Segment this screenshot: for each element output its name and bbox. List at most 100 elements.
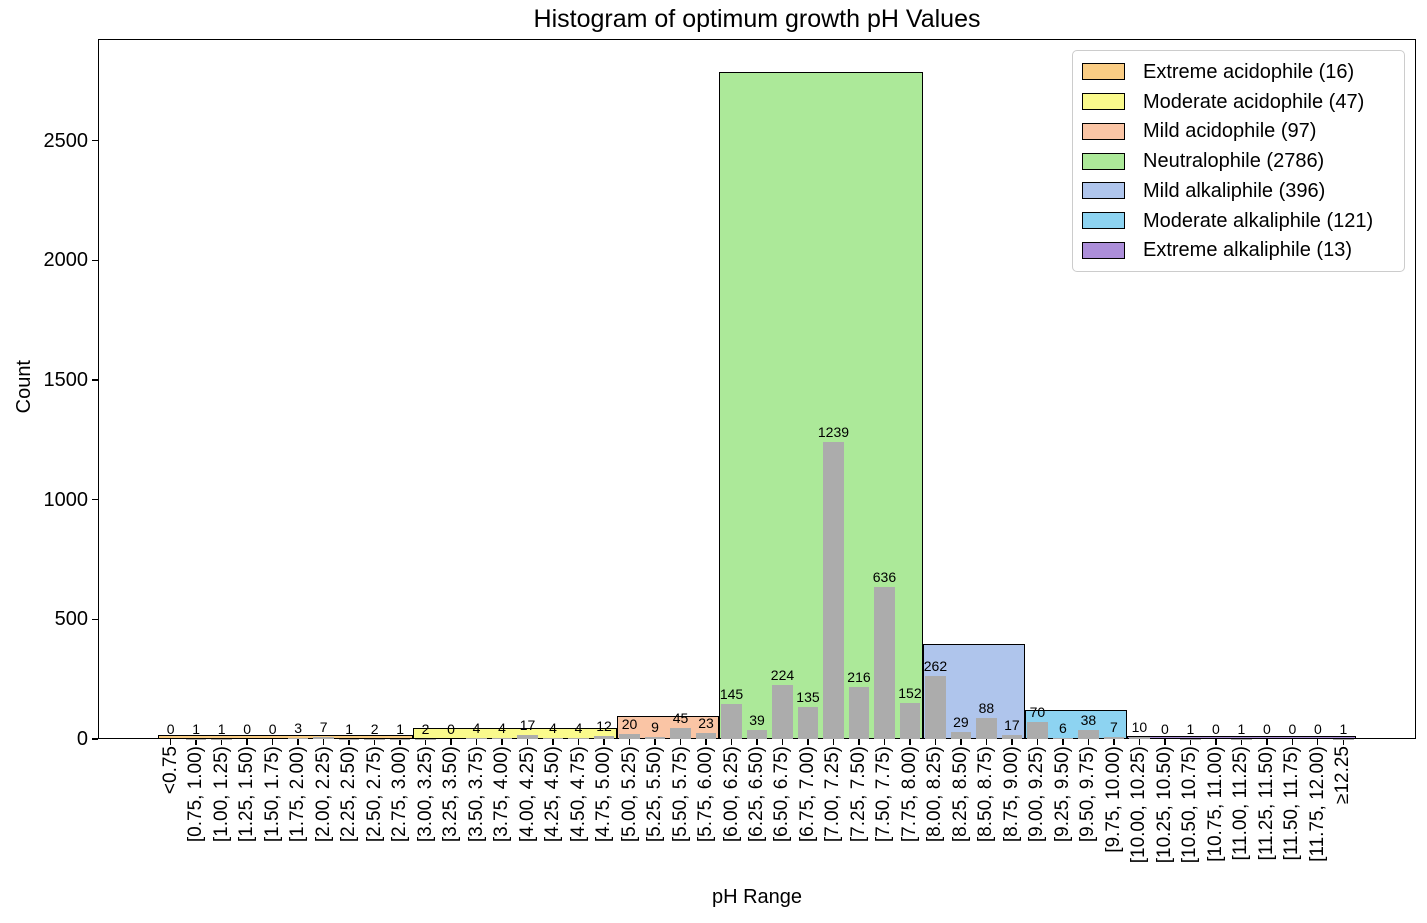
histogram-bar <box>593 736 615 739</box>
bar-value-label: 0 <box>243 721 252 737</box>
x-tick-label: [4.50, 4.75) <box>567 746 589 843</box>
bar-value-label: 1 <box>1237 720 1246 737</box>
legend-label: Extreme alkaliphile (13) <box>1143 239 1352 262</box>
legend-label: Neutralophile (2786) <box>1143 150 1325 172</box>
bar-value-label: 636 <box>872 568 897 585</box>
histogram-bar <box>1129 736 1150 739</box>
x-tick <box>1138 739 1141 745</box>
x-tick-label: [9.50, 9.75) <box>1077 746 1099 843</box>
bar-value-label: 1 <box>345 720 353 737</box>
x-tick-label: <0.75 <box>159 746 181 795</box>
legend-row: Moderate alkaliphile (121) <box>1073 209 1404 233</box>
x-tick-label: [11.00, 11.25) <box>1230 746 1252 861</box>
legend-label: Mild acidophile (97) <box>1143 120 1317 143</box>
bar-value-label: 45 <box>672 710 689 727</box>
bar-value-label: 0 <box>1160 721 1169 737</box>
bar-value-label: 9 <box>651 718 659 735</box>
bar-value-label: 216 <box>847 669 871 686</box>
histogram-bar <box>670 728 691 739</box>
histogram-bar <box>313 737 334 739</box>
y-tick <box>92 499 98 501</box>
x-tick-label: [7.75, 8.00) <box>898 746 920 843</box>
x-tick <box>424 739 427 745</box>
x-tick-label: [10.25, 10.50) <box>1153 746 1175 864</box>
x-tick <box>730 739 733 745</box>
histogram-bar <box>568 738 589 739</box>
legend-swatch <box>1082 152 1125 170</box>
histogram-bar <box>976 717 997 739</box>
category-region <box>157 735 413 739</box>
histogram-bar <box>899 702 921 739</box>
bar-value-label: 20 <box>621 716 638 733</box>
bar-value-label: 23 <box>698 715 714 732</box>
histogram-bar <box>772 685 793 739</box>
y-tick <box>92 618 98 620</box>
x-tick <box>705 739 707 745</box>
x-tick <box>1317 739 1319 745</box>
histogram-bar <box>848 687 870 739</box>
bar-value-label: 12 <box>596 718 612 735</box>
x-tick-label: [5.75, 6.00) <box>695 746 716 843</box>
bar-value-label: 1 <box>1339 720 1348 737</box>
bar-value-label: 0 <box>1262 721 1271 737</box>
histogram-bar <box>1027 722 1048 739</box>
category-region <box>616 715 719 739</box>
x-tick-label: [8.25, 8.50) <box>949 746 971 843</box>
x-tick <box>1062 739 1064 745</box>
legend-label: Extreme acidophile (16) <box>1143 60 1355 83</box>
histogram-bar <box>491 738 513 739</box>
legend-row: Extreme alkaliphile (13) <box>1073 238 1404 262</box>
legend-swatch <box>1082 93 1125 110</box>
x-tick <box>603 739 605 745</box>
x-tick <box>577 739 580 745</box>
histogram-bar <box>721 704 742 739</box>
x-tick-label: [11.75, 12.00) <box>1306 746 1328 862</box>
bar-value-label: 145 <box>719 686 744 703</box>
x-tick-label: [5.00, 5.25) <box>618 746 640 843</box>
x-tick <box>909 739 911 745</box>
x-tick-label: [4.00, 4.25) <box>516 746 538 843</box>
x-tick-label: [6.25, 6.50) <box>746 746 767 843</box>
category-region <box>412 727 617 739</box>
bar-value-label: 1 <box>192 720 201 737</box>
legend-row: Extreme acidophile (16) <box>1073 60 1404 84</box>
x-tick-label: [8.00, 8.25) <box>924 746 946 843</box>
bar-value-label: 2 <box>370 720 379 737</box>
histogram-bar <box>797 706 819 739</box>
legend-swatch <box>1082 122 1125 140</box>
x-tick <box>934 739 937 745</box>
x-tick-label: [6.75, 7.00) <box>796 746 818 843</box>
x-tick <box>450 739 452 745</box>
bar-value-label: 88 <box>978 699 995 716</box>
x-tick-label: [2.25, 2.50) <box>338 746 360 843</box>
bar-value-label: 0 <box>166 721 175 737</box>
x-tick <box>1036 739 1039 745</box>
bar-value-label: 0 <box>447 721 455 737</box>
x-tick-label: [2.75, 3.00) <box>389 746 411 843</box>
x-tick <box>475 739 478 745</box>
bar-value-label: 17 <box>519 716 536 733</box>
x-tick <box>348 739 350 745</box>
y-tick-label: 1000 <box>43 488 89 511</box>
legend-row: Neutralophile (2786) <box>1073 149 1404 173</box>
histogram-bar <box>466 738 487 739</box>
x-tick <box>552 739 554 745</box>
x-tick <box>170 739 172 745</box>
x-tick-label: [9.25, 9.50) <box>1051 746 1073 843</box>
bar-value-label: 39 <box>749 711 765 728</box>
y-tick-label: 1500 <box>43 369 89 392</box>
bar-value-label: 224 <box>770 667 795 684</box>
x-tick-label: [6.00, 6.25) <box>720 746 742 843</box>
histogram-bar <box>1052 737 1074 739</box>
x-tick-label: [3.50, 3.75) <box>465 746 487 843</box>
histogram-bar <box>925 676 946 739</box>
x-tick <box>1113 739 1115 745</box>
bar-value-label: 17 <box>1004 716 1020 733</box>
x-tick-label: [7.25, 7.50) <box>847 746 869 843</box>
y-tick-label: 0 <box>76 728 88 750</box>
x-tick-label: [5.25, 5.50) <box>644 746 666 843</box>
x-tick <box>781 739 784 745</box>
histogram-bar <box>950 732 972 739</box>
x-tick <box>883 739 886 745</box>
histogram-bar <box>1001 734 1023 739</box>
